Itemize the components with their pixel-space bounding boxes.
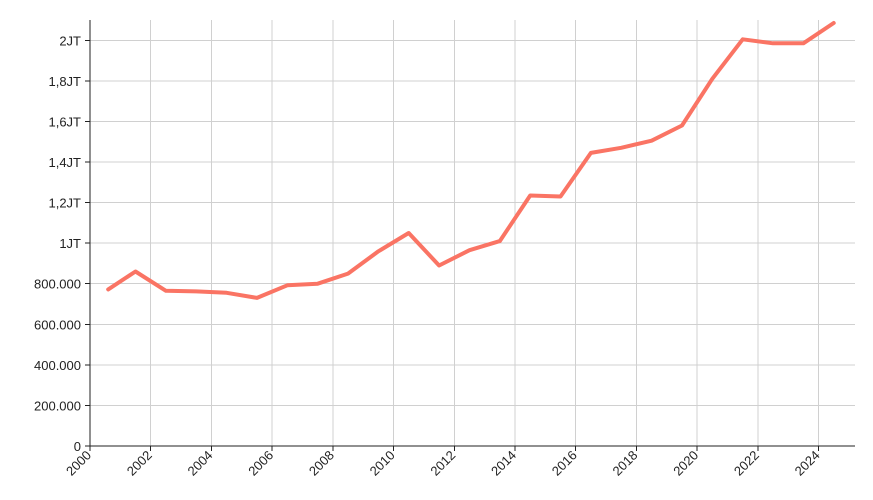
x-tick-label: 2010 — [367, 448, 398, 479]
axes — [85, 20, 855, 451]
x-tick-label: 2018 — [609, 448, 640, 479]
x-tick-label: 2024 — [792, 448, 823, 479]
y-tick-label: 1JT — [59, 236, 81, 251]
x-tick-label: 2014 — [488, 448, 519, 479]
x-tick-label: 2016 — [549, 448, 580, 479]
x-tick-label: 2012 — [427, 448, 458, 479]
y-tick-label: 0 — [74, 439, 81, 454]
x-tick-label: 2006 — [245, 448, 276, 479]
series-line — [106, 21, 836, 300]
y-axis-ticks: 0 200.000 400.000 600.000 800.000 1JT 1,2JT 1,4… — [34, 33, 81, 454]
y-tick-label: 1,4JT — [48, 155, 81, 170]
x-tick-label: 2022 — [731, 448, 762, 479]
x-tick-label: 2000 — [63, 448, 94, 479]
x-tick-label: 2004 — [184, 448, 215, 479]
y-tick-label: 200.000 — [34, 398, 81, 413]
y-tick-label: 800.000 — [34, 277, 81, 292]
y-tick-label: 1,2JT — [48, 196, 81, 211]
y-tick-label: 600.000 — [34, 317, 81, 332]
y-tick-label: 1,8JT — [48, 74, 81, 89]
x-tick-label: 2008 — [306, 448, 337, 479]
grid — [90, 20, 855, 446]
series — [106, 21, 836, 300]
x-tick-label: 2002 — [124, 448, 155, 479]
y-tick-label: 1,6JT — [48, 114, 81, 129]
y-tick-label: 400.000 — [34, 358, 81, 373]
y-tick-label: 2JT — [59, 33, 81, 48]
x-tick-label: 2020 — [670, 448, 701, 479]
x-axis-ticks: 2000 2002 2004 2006 2008 2010 2012 2014 2016 2018… — [63, 448, 823, 479]
